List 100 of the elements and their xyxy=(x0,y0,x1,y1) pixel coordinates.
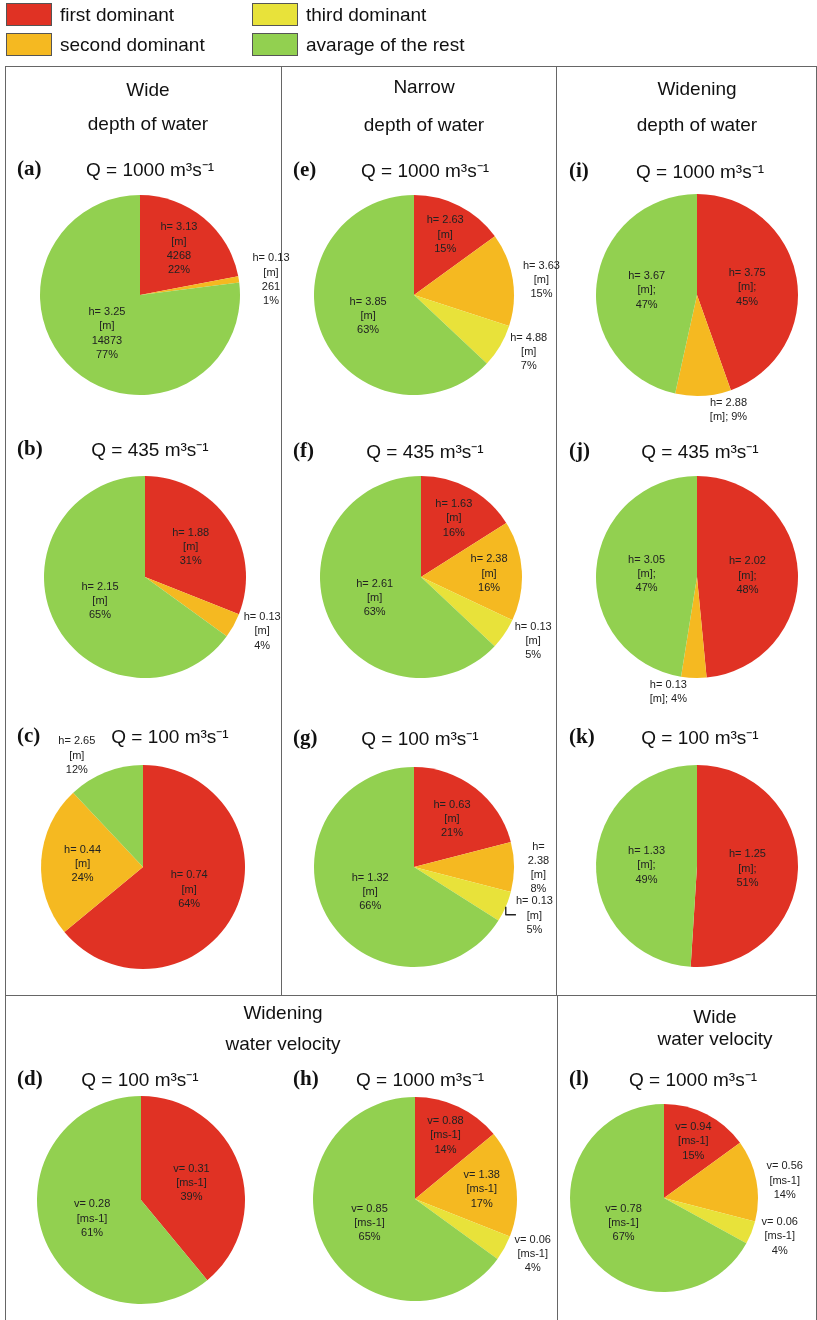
legend-label: avarage of the rest xyxy=(306,33,465,56)
data-label: h= 2.61 [m] 63% xyxy=(356,576,394,618)
text: (a) xyxy=(17,156,42,181)
data-label: h= 0.13 [m]; 4% xyxy=(649,677,688,705)
data-label: h= 1.33 [m]; 49% xyxy=(628,844,666,885)
text: Narrow depth of water xyxy=(363,75,485,137)
chart-title: Q = 435 m³s⁻¹ xyxy=(91,439,209,461)
chart-title: Q = 100 m³s⁻¹ xyxy=(81,1069,199,1091)
pie-slice xyxy=(414,867,511,921)
data-label: v= 0.88 [ms-1] 14% xyxy=(427,1113,464,1155)
data-label: h= 1.63 [m] 16% xyxy=(435,496,473,538)
pie-slice xyxy=(37,1096,208,1304)
pie-slice xyxy=(314,767,499,967)
pie-slice xyxy=(421,522,522,620)
pie-slice xyxy=(690,765,798,967)
data-label: v= 0.78 [ms-1] 67% xyxy=(605,1201,642,1243)
data-label: h= 3.13 [m] 4268 22% xyxy=(160,220,198,276)
data-label: v= 0.28 [ms-1] 61% xyxy=(73,1197,111,1238)
pie-slice xyxy=(140,276,240,295)
data-label: h= 2.63 [m] 15% xyxy=(426,213,464,255)
data-label: v= 0.06 [ms-1] 4% xyxy=(761,1215,798,1256)
chart-subtitle: Widening depth of water xyxy=(636,77,758,137)
pie-slice xyxy=(697,194,798,391)
text: (i) xyxy=(569,158,589,183)
text: Widening water velocity xyxy=(225,1000,341,1056)
pie-slice xyxy=(314,195,487,395)
text: (f) xyxy=(293,438,314,463)
data-label: h= 0.74 [m] 64% xyxy=(170,868,208,910)
pie-slice xyxy=(64,765,245,969)
data-label: v= 0.56 [ms-1] 14% xyxy=(766,1159,803,1200)
pie-slice xyxy=(596,765,697,967)
pie-slice xyxy=(415,1199,510,1259)
text: (g) xyxy=(293,725,318,750)
data-label: h= 3.05 [m]; 47% xyxy=(628,552,666,594)
text: (d) xyxy=(17,1066,43,1091)
data-label: h= 2.65 [m] 12% xyxy=(58,734,96,775)
pie-slice xyxy=(421,476,507,577)
text: (h) xyxy=(293,1066,319,1091)
text: (l) xyxy=(569,1066,589,1091)
data-label: h= 2.88 [m]; 9% xyxy=(709,395,748,423)
pie-slice xyxy=(414,195,495,295)
data-label: v= 0.06 [ms-1] 4% xyxy=(514,1232,551,1274)
data-label: h= 3.67 [m]; 47% xyxy=(628,269,666,310)
pie-slice xyxy=(414,295,510,364)
pie-slice xyxy=(145,476,246,615)
legend-label: third dominant xyxy=(306,3,427,26)
data-label: h= 2.15 [m] 65% xyxy=(81,579,119,621)
pie-slice xyxy=(41,792,143,933)
data-label: h= 0.13 [m] 5% xyxy=(515,894,553,936)
text: (e) xyxy=(293,157,317,182)
pie-slice xyxy=(697,476,798,678)
data-label: h= 0.63 [m] 21% xyxy=(433,797,471,839)
data-label: v= 0.94 [ms-1] 15% xyxy=(675,1120,712,1161)
pie-slice xyxy=(141,1096,245,1281)
pie-slice xyxy=(664,1104,741,1198)
pie-slice xyxy=(675,295,731,396)
chart-title: Q = 100 m³s⁻¹ xyxy=(641,727,759,749)
data-label: h= 0.13 [m] 4% xyxy=(243,610,281,651)
legend-label: first dominant xyxy=(60,3,175,26)
chart-title: Q = 1000 m³s⁻¹ xyxy=(636,161,764,183)
data-label: h= 1.32 [m] 66% xyxy=(351,870,389,912)
data-label: h= 0.44 [m] 24% xyxy=(64,842,102,884)
data-label: v= 0.85 [ms-1] 65% xyxy=(351,1201,388,1243)
data-label: v= 0.31 [ms-1] 39% xyxy=(173,1161,210,1203)
data-label: h= 1.25 [m]; 51% xyxy=(728,847,766,888)
text: (k) xyxy=(569,724,595,749)
pie-slice xyxy=(596,476,697,677)
chart-title: Q = 100 m³s⁻¹ xyxy=(111,726,229,748)
chart-title: Q = 435 m³s⁻¹ xyxy=(366,441,484,463)
chart-title: Q = 435 m³s⁻¹ xyxy=(641,441,759,463)
chart-subtitle: Wide depth of water xyxy=(87,78,209,136)
text: (j) xyxy=(569,438,590,463)
data-label: h= 3.25 [m] 14873 77% xyxy=(88,305,126,360)
data-label: h= 3.85 [m] 63% xyxy=(349,294,387,336)
data-label: h= 2.02 [m]; 48% xyxy=(728,554,766,595)
pie-slice xyxy=(414,842,514,892)
data-label: h= 4.88 [m] 7% xyxy=(510,330,548,372)
data-label: h= 1.88 [m] 31% xyxy=(172,525,210,567)
pie-slice xyxy=(145,577,239,637)
text: (c) xyxy=(17,723,41,748)
legend-label: second dominant xyxy=(60,33,205,56)
pie-slice xyxy=(681,577,707,678)
pie-slice xyxy=(414,767,511,867)
data-label: h= 3.75 [m]; 45% xyxy=(728,266,766,307)
pie-slice xyxy=(570,1104,747,1292)
chart-title: Q = 1000 m³s⁻¹ xyxy=(629,1069,757,1091)
data-label: h= 0.13 [m] 5% xyxy=(514,619,552,661)
text: Q = 1000 m³s⁻¹ xyxy=(361,160,489,182)
chart-title: Q = 1000 m³s⁻¹ xyxy=(86,159,214,181)
pie-slice xyxy=(313,1097,498,1301)
pie-slice xyxy=(664,1198,756,1244)
data-label: h= 2.38 [m] 16% xyxy=(470,552,508,594)
pie-slice xyxy=(421,577,513,647)
data-label: v= 1.38 [ms-1] 17% xyxy=(463,1168,500,1209)
chart-title: Q = 100 m³s⁻¹ xyxy=(361,728,479,750)
pie-slice xyxy=(44,476,227,678)
chart-title: Q = 1000 m³s⁻¹ xyxy=(356,1069,484,1091)
pie-slice xyxy=(596,194,697,394)
text: (b) xyxy=(17,436,43,461)
chart-subtitle: Wide water velocity xyxy=(657,1006,773,1050)
